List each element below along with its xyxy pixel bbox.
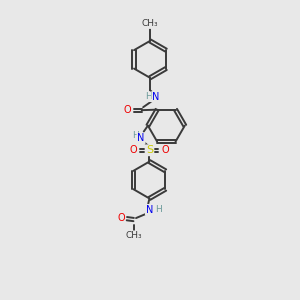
Text: O: O: [130, 145, 137, 155]
Text: N: N: [137, 134, 145, 143]
Text: O: O: [161, 145, 169, 155]
Text: O: O: [117, 213, 125, 223]
Text: H: H: [145, 92, 152, 101]
Text: H: H: [155, 205, 162, 214]
Text: N: N: [152, 92, 160, 102]
Text: H: H: [132, 130, 139, 140]
Text: N: N: [146, 205, 153, 215]
Text: S: S: [146, 145, 153, 155]
Text: CH₃: CH₃: [125, 231, 142, 240]
Text: CH₃: CH₃: [142, 19, 158, 28]
Text: O: O: [124, 105, 131, 115]
